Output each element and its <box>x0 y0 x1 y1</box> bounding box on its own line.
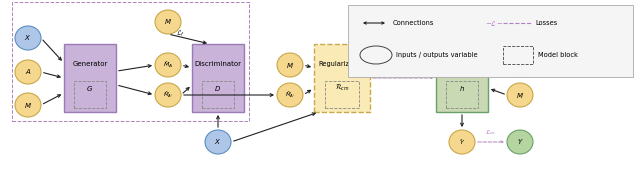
Text: $\hat{Y}$: $\hat{Y}$ <box>459 137 465 147</box>
Text: $\hat{M}_A$: $\hat{M}_A$ <box>163 60 173 70</box>
Text: $M$: $M$ <box>516 90 524 100</box>
Text: $M$: $M$ <box>286 61 294 69</box>
Text: Discriminator: Discriminator <box>195 61 241 67</box>
Text: $G$: $G$ <box>86 84 93 93</box>
Ellipse shape <box>15 60 41 84</box>
Ellipse shape <box>155 53 181 77</box>
Text: $\hat{M}_{A'}$: $\hat{M}_{A'}$ <box>163 90 173 100</box>
Ellipse shape <box>15 26 41 50</box>
Text: $X$: $X$ <box>214 137 221 146</box>
Text: $M$: $M$ <box>164 17 172 27</box>
Ellipse shape <box>507 53 533 77</box>
Text: $Y$: $Y$ <box>516 137 524 146</box>
Text: $D$: $D$ <box>214 84 221 93</box>
Ellipse shape <box>277 53 303 77</box>
Ellipse shape <box>15 93 41 117</box>
Text: $\mathcal{L}_f$: $\mathcal{L}_f$ <box>176 29 185 39</box>
Text: Model block: Model block <box>538 52 578 58</box>
Text: $-\mathcal{L}-$: $-\mathcal{L}-$ <box>485 19 503 27</box>
Text: Inputs / outputs variable: Inputs / outputs variable <box>396 52 477 58</box>
FancyBboxPatch shape <box>192 44 244 112</box>
Text: Generator: Generator <box>72 61 108 67</box>
Ellipse shape <box>507 83 533 107</box>
Text: $\mathcal{L}_{ce}$: $\mathcal{L}_{ce}$ <box>485 128 497 137</box>
Ellipse shape <box>205 130 231 154</box>
Text: Predictor: Predictor <box>447 61 477 67</box>
Text: Losses: Losses <box>535 20 557 26</box>
Ellipse shape <box>507 130 533 154</box>
Ellipse shape <box>277 83 303 107</box>
Ellipse shape <box>155 10 181 34</box>
Text: $h$: $h$ <box>459 84 465 93</box>
Text: $X$: $X$ <box>24 33 31 43</box>
Text: $\mathcal{R}_{cm}$: $\mathcal{R}_{cm}$ <box>335 83 349 93</box>
Text: $X$: $X$ <box>516 61 524 69</box>
Ellipse shape <box>449 130 475 154</box>
Text: $M$: $M$ <box>24 101 32 109</box>
FancyBboxPatch shape <box>436 44 488 112</box>
Text: $\mathcal{R}_{cm}$: $\mathcal{R}_{cm}$ <box>396 62 410 72</box>
FancyBboxPatch shape <box>314 44 370 112</box>
Text: Connections: Connections <box>393 20 435 26</box>
Text: $\hat{M}_{A'}$: $\hat{M}_{A'}$ <box>285 90 295 100</box>
Text: Regularization: Regularization <box>318 61 366 67</box>
FancyBboxPatch shape <box>64 44 116 112</box>
Text: $A$: $A$ <box>25 67 31 77</box>
FancyBboxPatch shape <box>348 5 633 77</box>
Ellipse shape <box>155 83 181 107</box>
